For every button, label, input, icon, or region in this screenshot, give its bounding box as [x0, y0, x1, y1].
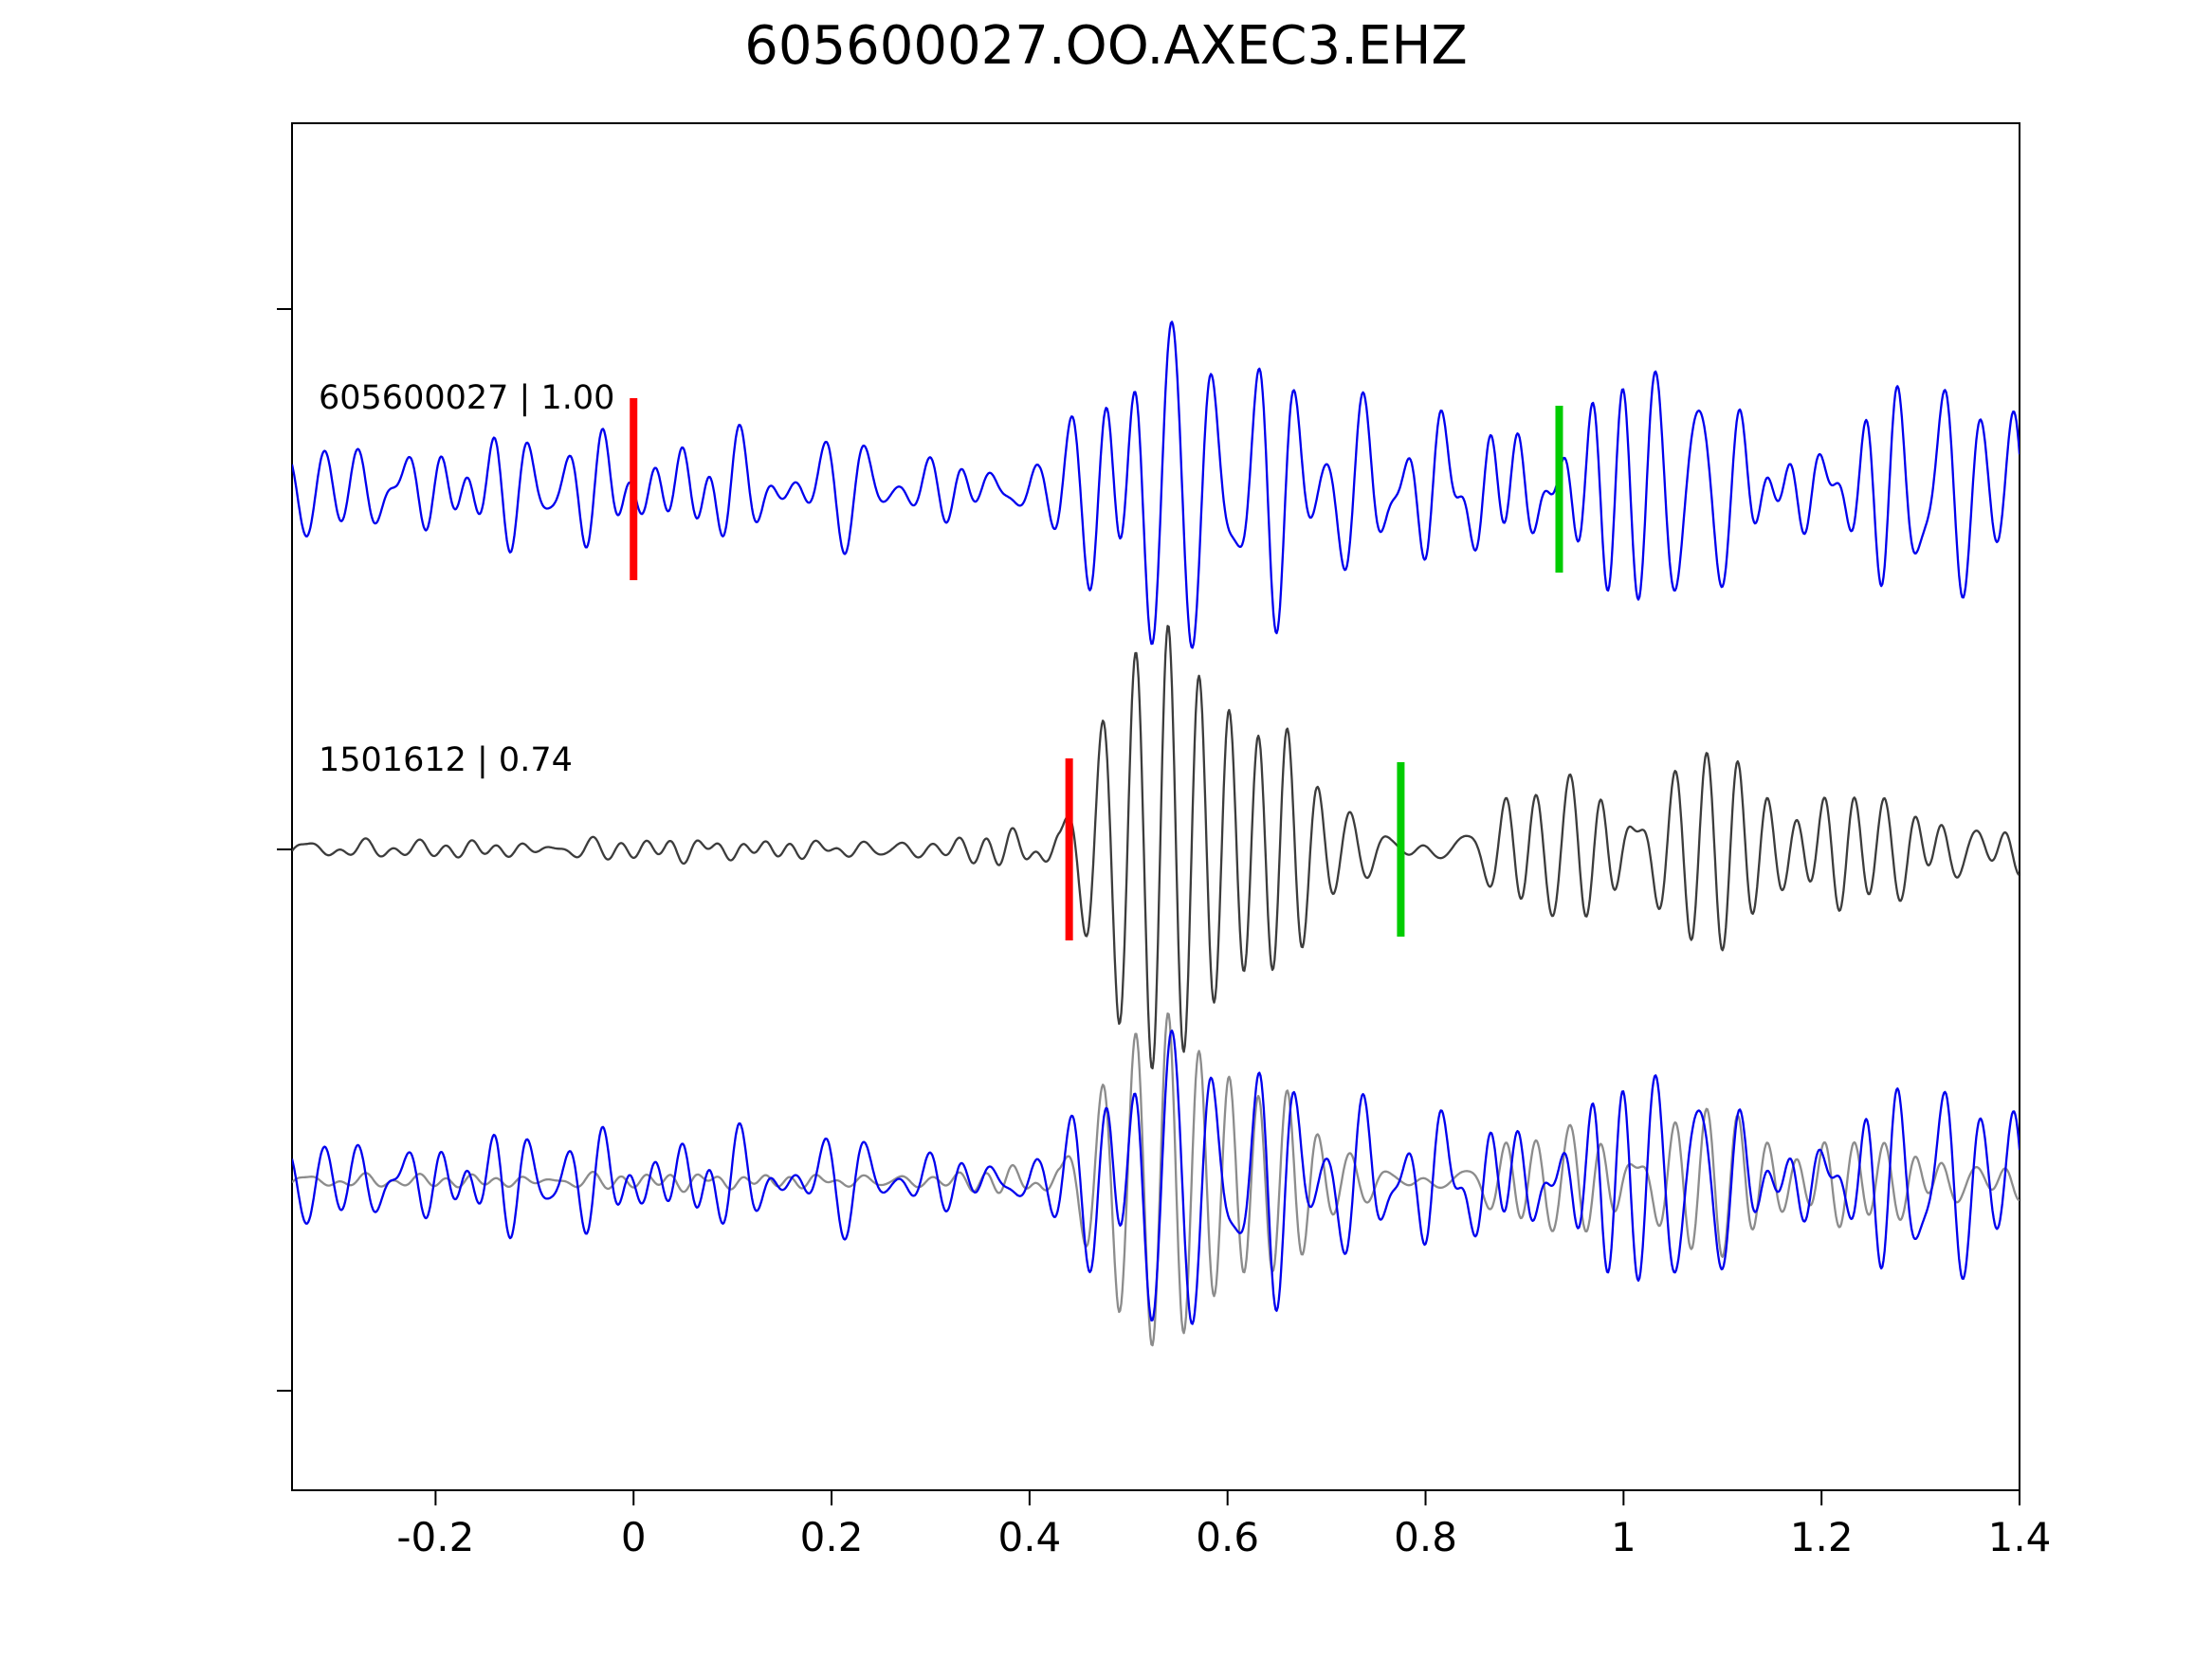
overlay-waveform-605600027 — [292, 1030, 2020, 1325]
x-tick-label: -0.2 — [396, 1514, 474, 1560]
x-tick-label: 0.8 — [1394, 1514, 1457, 1560]
waveform-1501612 — [292, 625, 2020, 1070]
x-tick-label: 1.2 — [1790, 1514, 1854, 1560]
x-tick-label: 0.4 — [997, 1514, 1061, 1560]
x-tick-label: 1 — [1611, 1514, 1636, 1560]
x-tick-label: 0.2 — [800, 1514, 864, 1560]
x-tick-label: 0.6 — [1196, 1514, 1259, 1560]
trace-label-detection: 1501612 | 0.74 — [319, 741, 573, 779]
x-tick-label: 0 — [621, 1514, 647, 1560]
trace-label-template: 605600027 | 1.00 — [319, 379, 615, 417]
plot-frame — [291, 122, 2020, 1491]
waveform-605600027 — [292, 320, 2020, 649]
x-tick-label: 1.4 — [1988, 1514, 2052, 1560]
figure-title: 605600027.OO.AXEC3.EHZ — [744, 15, 1468, 77]
